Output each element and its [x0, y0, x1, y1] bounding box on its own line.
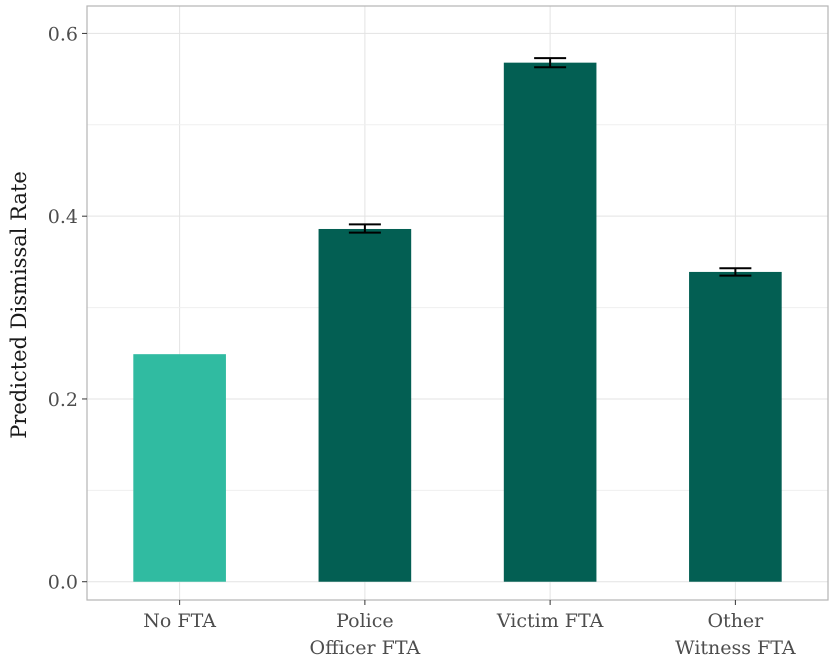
y-tick-label: 0.2 — [48, 389, 78, 411]
error-bars — [348, 57, 752, 277]
error-bar — [534, 57, 567, 69]
y-tick-label: 0.4 — [48, 206, 78, 228]
bar — [133, 354, 226, 582]
x-tick-label: Police Officer FTA — [310, 610, 421, 659]
bar — [318, 228, 412, 582]
bar — [689, 271, 782, 582]
bars — [133, 62, 782, 582]
y-tick-label: 0.6 — [48, 23, 78, 45]
error-bar — [348, 223, 381, 234]
x-axis-ticks: No FTA Police Officer FTA Victim FTA Other Wi… — [143, 600, 796, 659]
error-bar — [719, 267, 752, 277]
y-axis-title: Predicted Dismissal Rate — [7, 171, 31, 439]
y-axis-ticks: 0.0 0.2 0.4 0.6 — [48, 23, 87, 594]
x-tick-label: Other Witness FTA — [675, 610, 796, 659]
bar — [503, 62, 597, 582]
x-tick-label: No FTA — [143, 610, 216, 632]
x-tick-label: Victim FTA — [496, 610, 604, 632]
plot-panel-border — [86, 5, 829, 601]
y-tick-label: 0.0 — [48, 572, 78, 594]
